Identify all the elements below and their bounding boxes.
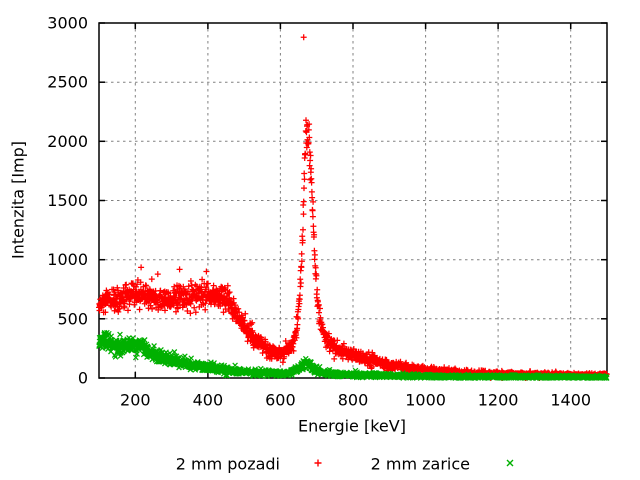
- y-tick-label: 1000: [47, 250, 88, 269]
- y-tick-label: 1500: [47, 191, 88, 210]
- y-tick-label: 0: [78, 369, 88, 388]
- x-tick-label: 800: [338, 391, 369, 410]
- series-points-zarice: [96, 329, 610, 381]
- cross-marker-icon: [506, 459, 514, 467]
- y-tick-label: 2000: [47, 132, 88, 151]
- legend-label-pozadi: 2 mm pozadi: [175, 454, 280, 474]
- x-axis-label: Energie [keV]: [298, 416, 406, 436]
- plus-marker-icon: [314, 459, 322, 467]
- y-axis-label: Intenzita [Imp]: [8, 140, 28, 260]
- y-tick-label: 3000: [47, 14, 88, 33]
- x-tick-label: 400: [193, 391, 224, 410]
- x-tick-label: 200: [120, 391, 151, 410]
- x-tick-label: 1000: [405, 391, 446, 410]
- y-tick-label: 2500: [47, 73, 88, 92]
- x-tick-label: 1400: [550, 391, 591, 410]
- x-tick-label: 1200: [478, 391, 519, 410]
- series-points-pozadi: [96, 34, 610, 381]
- legend-label-zarice: 2 mm zarice: [370, 454, 470, 474]
- x-tick-label: 600: [265, 391, 296, 410]
- y-tick-label: 500: [57, 309, 88, 328]
